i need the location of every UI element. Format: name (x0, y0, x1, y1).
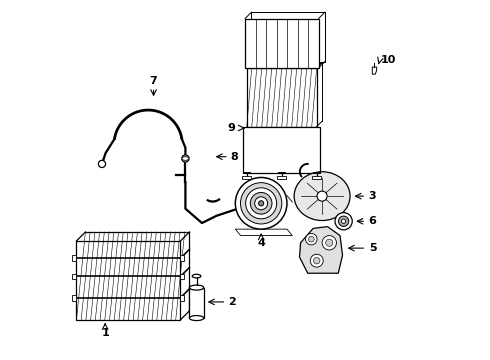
Polygon shape (235, 229, 293, 235)
Text: 8: 8 (230, 152, 238, 162)
Ellipse shape (190, 316, 204, 320)
Text: 5: 5 (368, 243, 376, 253)
Circle shape (235, 177, 287, 229)
Text: 1: 1 (101, 328, 109, 338)
Ellipse shape (294, 172, 350, 221)
Ellipse shape (182, 157, 189, 160)
Text: 4: 4 (257, 238, 265, 248)
Ellipse shape (192, 274, 201, 278)
Bar (243, 127, 320, 173)
Circle shape (245, 188, 277, 219)
Circle shape (317, 191, 327, 201)
Bar (180, 274, 184, 279)
Circle shape (309, 236, 314, 242)
Bar (72, 274, 76, 279)
Circle shape (259, 201, 264, 206)
Circle shape (241, 183, 282, 224)
Circle shape (335, 213, 352, 230)
Circle shape (98, 160, 105, 167)
Polygon shape (372, 67, 377, 74)
Circle shape (342, 219, 346, 224)
Bar (277, 176, 286, 179)
Circle shape (182, 155, 189, 162)
Polygon shape (299, 226, 343, 273)
Text: 2: 2 (228, 297, 236, 307)
Text: 9: 9 (227, 123, 235, 133)
Circle shape (250, 193, 272, 214)
Bar (72, 295, 76, 301)
Bar (313, 176, 321, 179)
Circle shape (255, 197, 268, 210)
Bar (180, 256, 184, 261)
Circle shape (310, 254, 323, 267)
Bar (180, 295, 184, 301)
Text: 7: 7 (149, 76, 157, 86)
Text: 3: 3 (368, 191, 376, 201)
Text: 6: 6 (368, 216, 377, 226)
Circle shape (339, 216, 349, 226)
Bar (190, 288, 204, 318)
Bar (72, 256, 76, 261)
Circle shape (326, 239, 333, 246)
Circle shape (306, 233, 317, 245)
Ellipse shape (190, 285, 204, 290)
Circle shape (314, 257, 320, 264)
Circle shape (322, 235, 337, 250)
Bar (243, 176, 251, 179)
Polygon shape (245, 19, 318, 68)
Text: 10: 10 (381, 55, 396, 65)
